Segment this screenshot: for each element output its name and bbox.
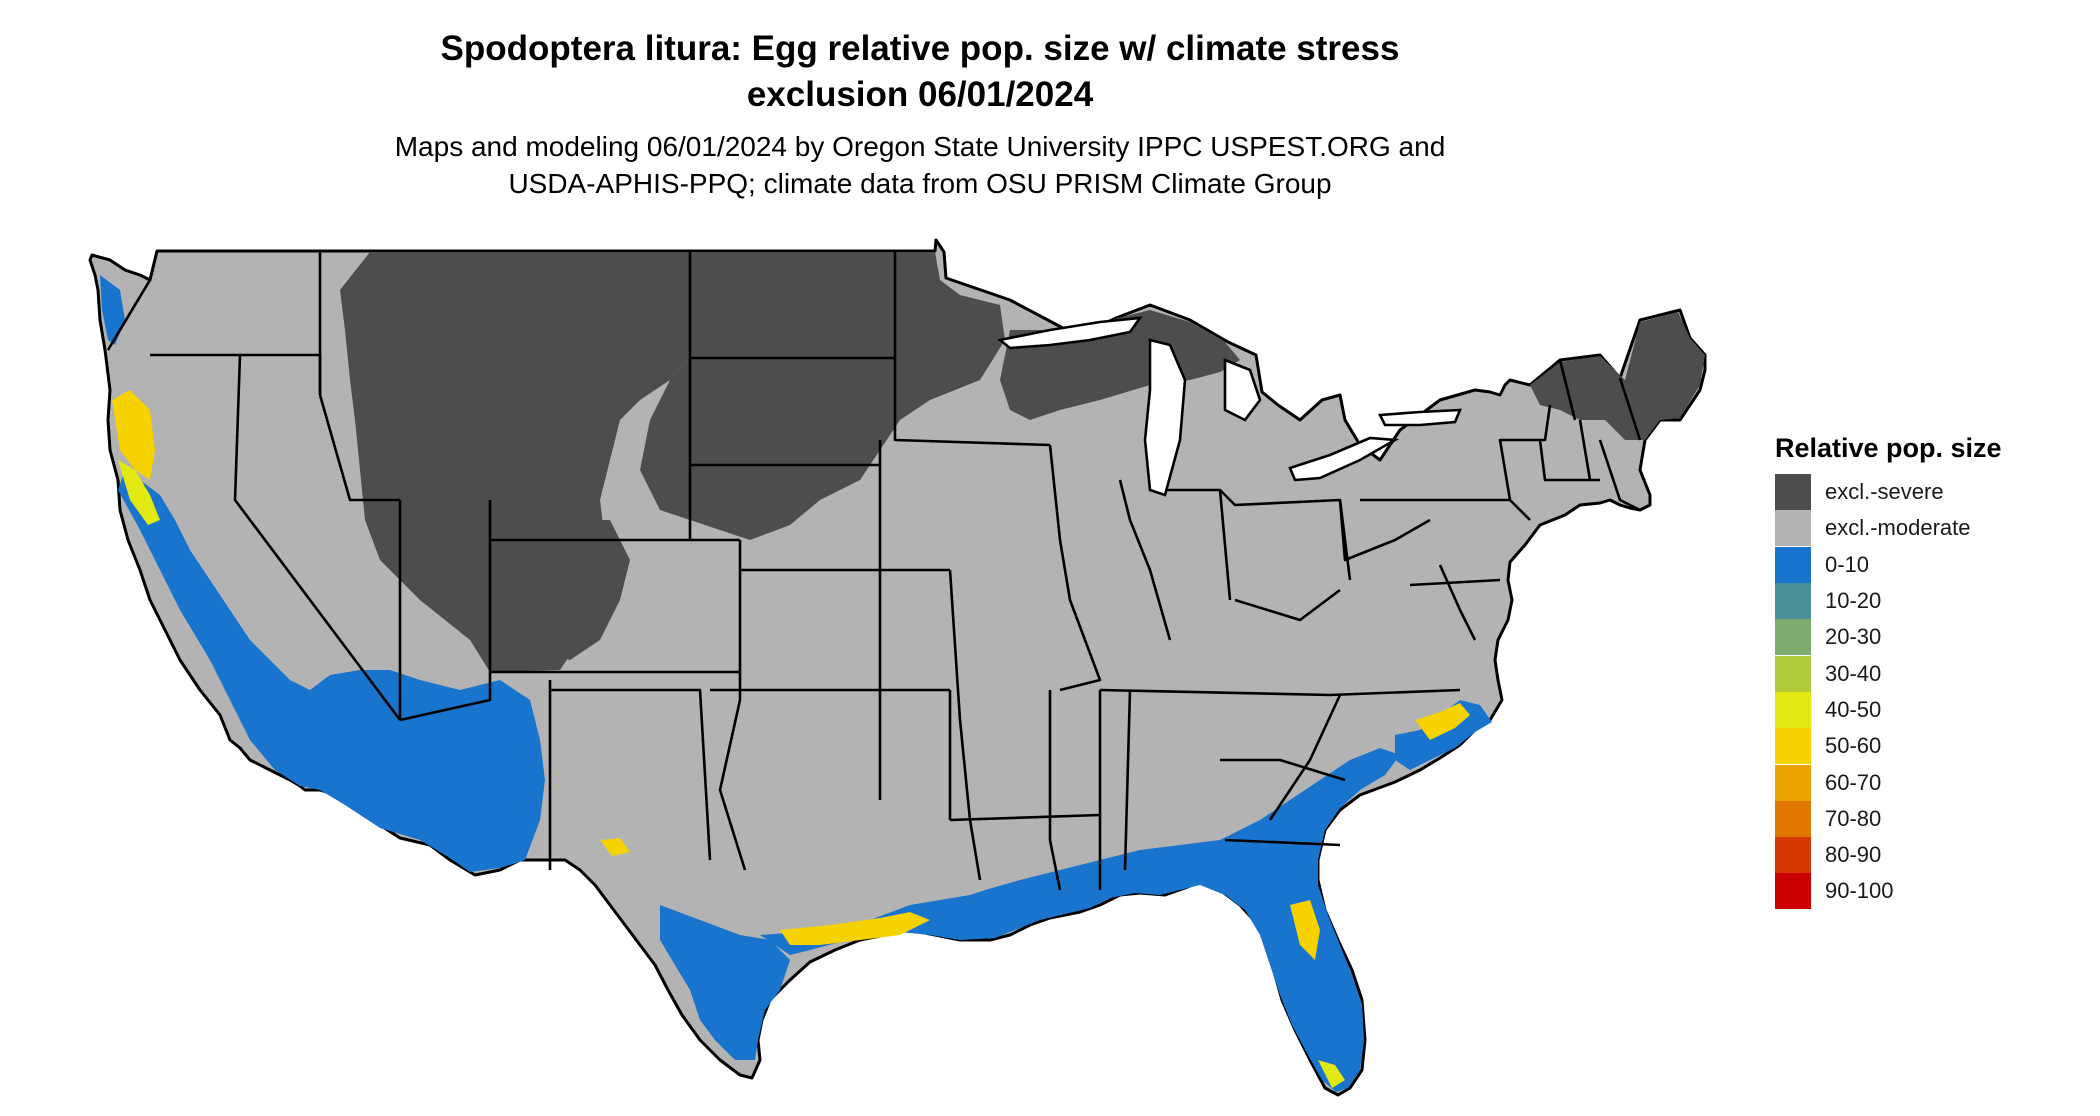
title-line-1: Spodoptera litura: Egg relative pop. siz… — [440, 29, 1400, 68]
legend-swatch — [1775, 583, 1811, 620]
legend-label: 40-50 — [1825, 696, 1882, 722]
legend-item: 40-50 — [1775, 691, 2075, 728]
subtitle-line-1: Maps and modeling 06/01/2024 by Oregon S… — [394, 131, 1446, 162]
blue-0-10-regions — [100, 275, 1492, 1092]
legend-item: 20-30 — [1775, 619, 2075, 656]
legend-swatch — [1775, 873, 1811, 910]
subtitle-line-2: USDA-APHIS-PPQ; climate data from OSU PR… — [508, 168, 1332, 199]
legend-label: 90-100 — [1825, 878, 1894, 904]
legend-item: excl.-severe — [1775, 474, 2075, 511]
legend-item: 10-20 — [1775, 583, 2075, 620]
legend-item: excl.-moderate — [1775, 510, 2075, 547]
legend-label: 50-60 — [1825, 733, 1882, 759]
legend-swatch — [1775, 800, 1811, 837]
legend-label: 30-40 — [1825, 660, 1882, 686]
legend-swatch — [1775, 837, 1811, 874]
title-line-2: exclusion 06/01/2024 — [746, 75, 1094, 114]
legend-label: 0-10 — [1825, 551, 1870, 577]
map-title: Spodoptera litura: Egg relative pop. siz… — [0, 26, 1840, 118]
legend-swatch — [1775, 655, 1811, 692]
legend-swatch — [1775, 728, 1811, 765]
legend-swatch — [1775, 691, 1811, 728]
legend-item: 60-70 — [1775, 764, 2075, 801]
legend-label: 10-20 — [1825, 588, 1882, 614]
legend-label: 80-90 — [1825, 842, 1882, 868]
legend-item: 80-90 — [1775, 837, 2075, 874]
legend-label: 60-70 — [1825, 769, 1882, 795]
legend-swatch — [1775, 474, 1811, 511]
legend-item: 30-40 — [1775, 655, 2075, 692]
legend-swatch — [1775, 546, 1811, 583]
legend-item: 90-100 — [1775, 873, 2075, 910]
map-subtitle: Maps and modeling 06/01/2024 by Oregon S… — [0, 128, 1840, 202]
legend-label: excl.-moderate — [1825, 515, 1971, 541]
legend: Relative pop. size excl.-severe excl.-mod… — [1775, 430, 2075, 910]
legend-swatch — [1775, 510, 1811, 547]
legend-item: 0-10 — [1775, 546, 2075, 583]
yellow-40-50-regions — [118, 460, 1345, 1088]
legend-label: excl.-severe — [1825, 479, 1944, 505]
legend-title: Relative pop. size — [1775, 433, 2002, 463]
legend-item: 70-80 — [1775, 800, 2075, 837]
yellow-50-60-regions — [112, 390, 1470, 960]
legend-swatch — [1775, 764, 1811, 801]
legend-label: 70-80 — [1825, 805, 1882, 831]
legend-items: excl.-severe excl.-moderate 0-10 10-20 20-30… — [1775, 474, 2075, 910]
legend-label: 20-30 — [1825, 624, 1882, 650]
great-lakes — [997, 316, 1462, 497]
legend-item: 50-60 — [1775, 728, 2075, 765]
legend-swatch — [1775, 619, 1811, 656]
state-borders — [106, 250, 1642, 891]
